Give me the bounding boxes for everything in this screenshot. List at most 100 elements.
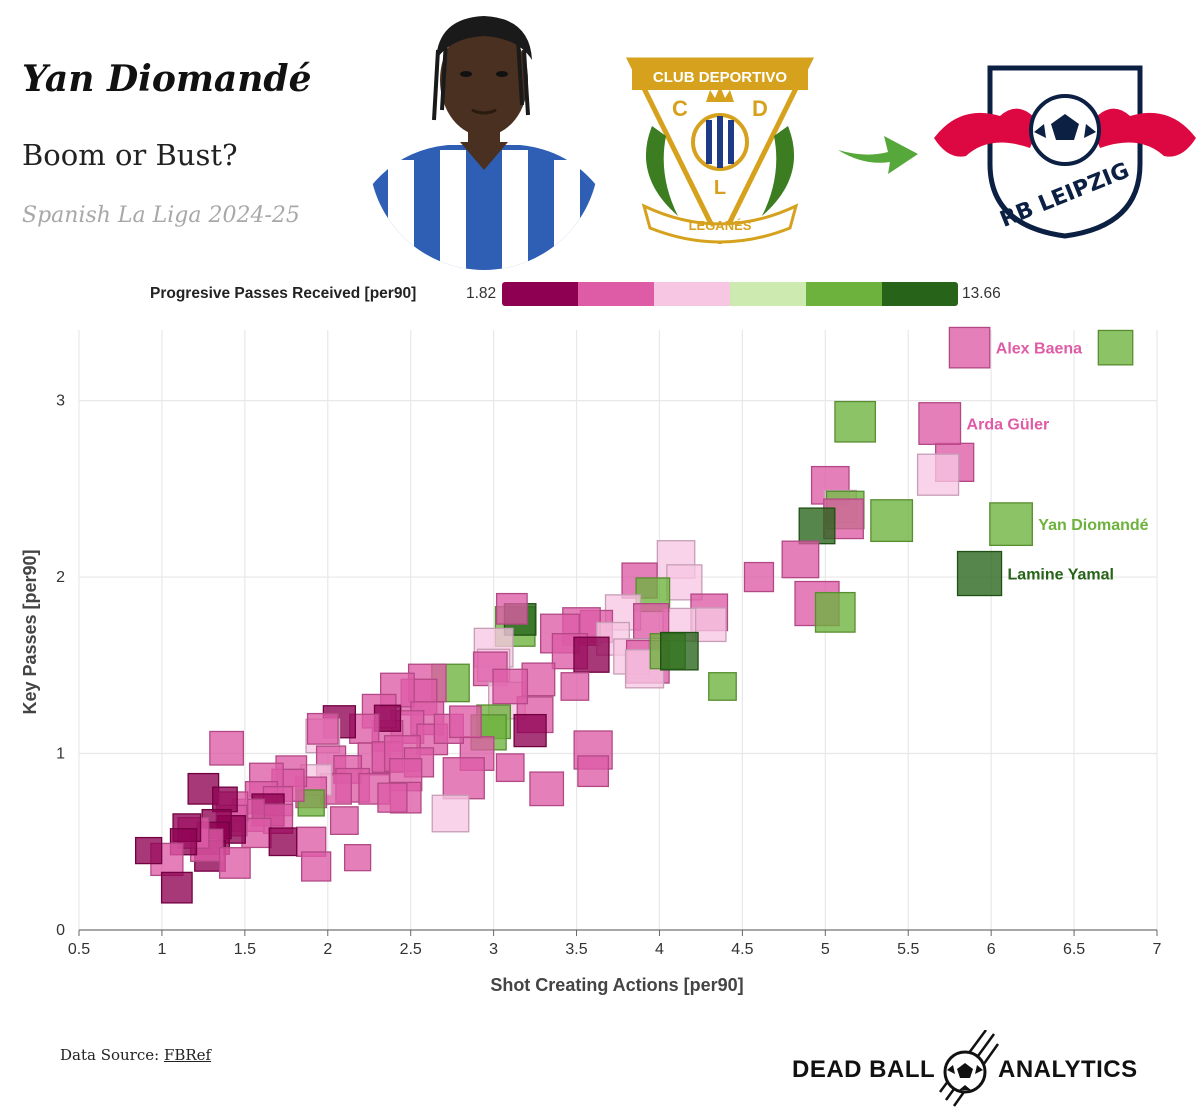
data-point [306, 712, 339, 745]
data-point [870, 499, 914, 543]
data-point-highlighted [918, 402, 962, 445]
legend-swatch [654, 282, 730, 306]
football-logo-icon [938, 1030, 1000, 1107]
data-point-highlighted [989, 502, 1033, 547]
data-point [135, 836, 163, 865]
legend-swatch [730, 282, 806, 306]
x-tick-label: 5 [821, 941, 830, 958]
data-point [513, 713, 547, 748]
data-source-label: Data Source: [60, 1046, 164, 1064]
point-label: Arda Güler [967, 417, 1050, 434]
point-label: Alex Baena [996, 341, 1082, 358]
data-point [209, 730, 245, 766]
legend-min: 1.82 [466, 285, 497, 302]
data-point [492, 668, 529, 705]
x-axis-ticks: 0.5 1 1.5 2 2.5 3 3.5 4 4.5 5 5.5 6 6.5 7 [68, 930, 1162, 958]
x-tick-label: 6 [987, 941, 996, 958]
data-point [343, 843, 372, 872]
club-crest-rb-leipzig: RB LEIPZIG [934, 65, 1196, 239]
data-source-link[interactable]: FBRef [163, 1046, 212, 1064]
x-tick-label: 3 [489, 941, 498, 958]
x-tick-label: 2.5 [400, 941, 422, 958]
data-point [495, 753, 525, 783]
data-point [660, 631, 699, 671]
point-labels: Alex Baena Arda Güler Yan Diomandé Lamine Y… [967, 341, 1149, 584]
data-point [743, 561, 775, 593]
point-label: Lamine Yamal [1008, 567, 1114, 584]
y-axis-label: Key Passes [per90] [20, 549, 40, 714]
x-tick-label: 4 [655, 941, 664, 958]
data-point [577, 755, 610, 788]
y-tick-label: 1 [56, 746, 65, 763]
crest-letter-right: D [752, 96, 768, 121]
data-point [329, 806, 359, 835]
page-subtitle: Boom or Bust? [22, 138, 238, 172]
brand-text-left: DEAD BALL [792, 1056, 936, 1083]
league-label: Spanish La Liga 2024-25 [22, 203, 300, 228]
laurel-right-icon [762, 126, 795, 216]
y-tick-label: 0 [56, 922, 65, 939]
data-point [160, 871, 193, 904]
x-tick-label: 7 [1153, 941, 1162, 958]
data-point [442, 757, 485, 800]
data-point [560, 672, 590, 701]
data-point [798, 507, 836, 545]
x-tick-label: 5.5 [897, 941, 919, 958]
player-photo [369, 16, 599, 270]
x-tick-label: 2 [323, 941, 332, 958]
x-tick-label: 3.5 [565, 941, 587, 958]
legend-swatch [806, 282, 882, 306]
data-point [212, 786, 238, 813]
crest-top-text: CLUB DEPORTIVO [653, 69, 788, 86]
club-crest-leganes: CLUB DEPORTIVO C D L LEGANÉS [625, 57, 815, 244]
data-point [781, 540, 820, 579]
page-title: Yan Diomandé [22, 58, 312, 100]
crown-icon [706, 86, 734, 102]
y-tick-label: 2 [56, 569, 65, 586]
legend-swatch [578, 282, 654, 306]
data-point [449, 705, 482, 739]
data-point [708, 672, 737, 701]
data-point [573, 636, 610, 673]
data-point [218, 847, 251, 879]
x-axis-label: Shot Creating Actions [per90] [490, 975, 743, 995]
point-label: Yan Diomandé [1038, 517, 1148, 534]
data-source: Data Source: FBRef [60, 1046, 211, 1064]
data-point-highlighted [956, 550, 1003, 597]
crest-letter-bottom: L [714, 177, 726, 199]
data-point [495, 592, 528, 625]
legend-color-bar [502, 282, 958, 306]
transfer-arrow-icon [838, 136, 918, 174]
brand-logo: DEAD BALL ANALYTICS [790, 1030, 1190, 1110]
legend-label: Progresive Passes Received [per90] [150, 285, 417, 302]
x-tick-label: 0.5 [68, 941, 90, 958]
legend-swatch [502, 282, 578, 306]
data-point [377, 782, 408, 813]
data-point [1097, 329, 1134, 366]
data-point [814, 591, 856, 633]
data-point [916, 453, 960, 496]
crest-letter-left: C [672, 96, 688, 121]
legend-max: 13.66 [962, 285, 1001, 302]
legend-swatch [882, 282, 958, 306]
chart-points [135, 326, 1134, 904]
brand-text-right: ANALYTICS [998, 1056, 1138, 1083]
data-point [834, 400, 877, 443]
x-tick-label: 6.5 [1063, 941, 1085, 958]
data-point [431, 794, 470, 833]
bull-left-icon [934, 108, 1040, 157]
data-point [529, 771, 565, 807]
x-tick-label: 1.5 [234, 941, 256, 958]
y-axis-ticks: 0 1 2 3 [56, 393, 65, 939]
x-tick-label: 1 [157, 941, 166, 958]
x-tick-label: 4.5 [731, 941, 753, 958]
data-point-highlighted [948, 326, 991, 369]
crest-bottom-text: LEGANÉS [689, 218, 752, 233]
data-point [301, 851, 332, 882]
data-point [268, 827, 298, 857]
scatter-chart: 0.5 1 1.5 2 2.5 3 3.5 4 4.5 5 5.5 6 6.5 7 0 1 2 3 Alex B… [20, 326, 1162, 995]
laurel-left-icon [645, 126, 678, 216]
color-legend: Progresive Passes Received [per90] 1.82 … [0, 280, 1200, 310]
bull-right-icon [1090, 108, 1196, 157]
y-tick-label: 3 [56, 393, 65, 410]
